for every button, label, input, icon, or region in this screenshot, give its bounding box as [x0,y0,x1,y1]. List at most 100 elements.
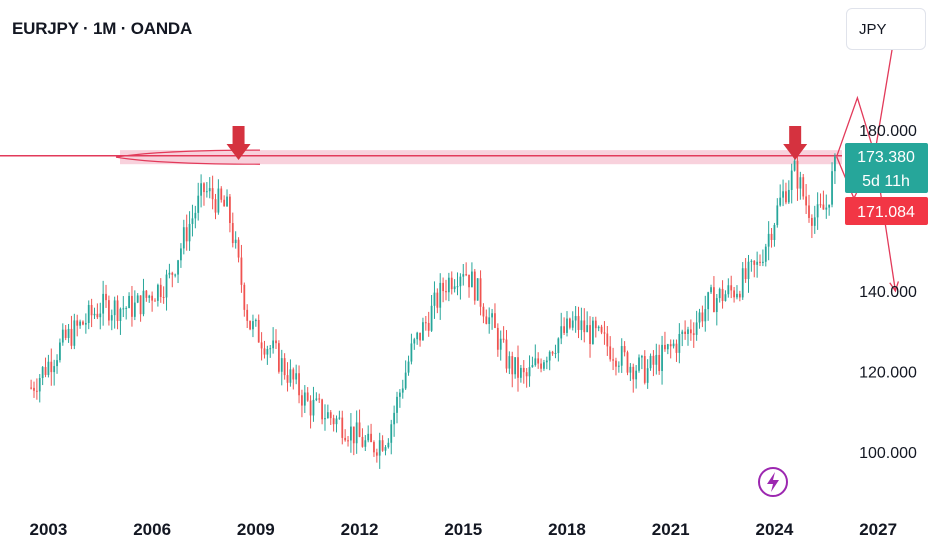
candle-body [87,305,90,323]
candle-body [347,440,349,442]
candle-body [459,276,462,287]
candle-body [301,395,303,406]
candle-body [482,306,485,317]
candle-body [600,326,603,333]
candle-body [632,366,635,380]
candle-body [476,278,479,301]
candle-body [410,343,413,362]
x-tick-label: 2027 [859,520,897,539]
candle-body [41,367,44,379]
candle-body [635,370,638,380]
candle-body [456,286,459,288]
candle-body [30,387,33,389]
candle-body [73,320,76,346]
candle-body [295,373,298,380]
candle-body [350,426,352,441]
candle-body [522,367,525,373]
candle-body [715,298,718,313]
candle-body [217,188,220,213]
candle-body [159,284,162,297]
candle-body [381,440,384,451]
candle-body [692,333,695,335]
lightning-icon[interactable] [758,467,788,497]
candle-body [747,261,750,280]
candle-body [119,308,122,321]
currency-button[interactable]: JPY [846,8,926,50]
candle-body [436,292,439,308]
candle-body [324,418,326,420]
candle-body [424,322,427,324]
candle-body [669,344,672,347]
candle-body [38,378,41,392]
candle-body [266,349,269,355]
candle-body [681,331,684,334]
candle-body [491,313,493,318]
candle-body [499,338,502,350]
candle-body [174,274,177,276]
candle-body [672,343,675,347]
candle-body [764,246,767,262]
candle-body [473,271,476,301]
candle-body [710,287,712,293]
candle-body [231,223,234,244]
candle-body [197,195,200,213]
candle-body [96,313,99,318]
candle-body [59,342,61,361]
candle-body [666,344,669,350]
candle-body [557,338,560,354]
candle-body [50,361,53,373]
candle-body [390,424,393,443]
candle-body [502,338,505,340]
candle-body [793,160,796,171]
candle-body [122,308,125,310]
candle-body [306,392,309,401]
chart-title: EURJPY · 1M · OANDA [12,19,193,38]
candle-body [171,272,174,275]
countdown-label: 5d 11h [862,173,910,190]
candle-body [494,313,496,328]
candle-body [90,305,93,316]
candle-body [785,191,787,203]
candle-body [655,354,658,365]
candle-body [701,312,704,322]
candle-body [828,204,831,208]
candle-body [433,292,436,306]
current-price-label: 173.380 [857,149,915,166]
candle-body [684,331,687,334]
projection-path [836,29,897,157]
candle-body [168,272,171,275]
candle-body [378,440,381,456]
candle-body [82,321,84,325]
candle-body [597,326,600,329]
candle-body [733,290,735,298]
candle-body [165,274,168,298]
candle-body [782,191,784,198]
candle-body [254,319,257,322]
candle-body [563,326,566,333]
candle-body [185,227,188,242]
lightning-badge-ring [758,467,788,497]
resistance-zone [120,150,842,165]
candle-body [721,288,724,301]
candle-body [205,191,208,193]
candle-body [361,436,364,447]
candle-body [568,318,571,328]
candle-body [545,360,548,363]
candle-body [145,290,148,298]
candle-body [689,329,692,334]
candle-body [154,300,156,302]
candle-body [298,373,300,396]
candle-body [453,286,456,290]
candle-body [272,340,275,349]
candle-body [321,399,323,420]
candle-body [479,278,482,307]
candle-body [234,239,237,244]
candle-body [727,285,730,295]
candle-body [56,360,58,367]
candle-body [805,196,808,206]
candle-body [277,343,280,372]
candle-body [698,312,701,323]
candle-body [658,354,661,372]
